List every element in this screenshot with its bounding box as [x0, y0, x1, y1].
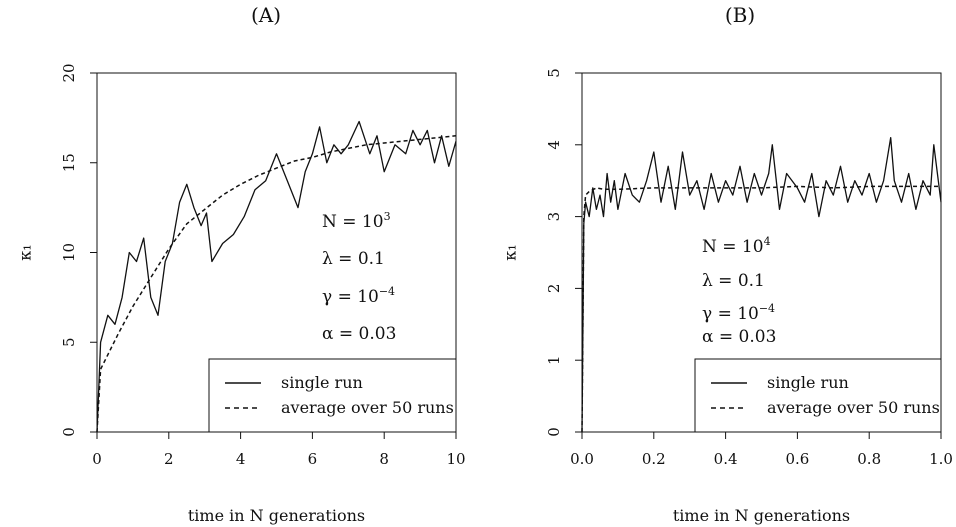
x-tick-label: 1.0: [929, 450, 953, 468]
series-line-average: [96, 135, 457, 433]
chart-title: (A): [251, 3, 281, 27]
chart-panel-a: (A) 0 2 4 6 8 10 0 5 10 15 20 time in N generations κ…: [16, 3, 466, 525]
x-tick-label: 10: [446, 450, 465, 468]
y-tick-label: 2: [545, 284, 563, 294]
series-line-average: [581, 185, 941, 433]
parameter-annotation: γ = 10−4: [322, 285, 395, 307]
chart-title: (B): [725, 3, 755, 27]
annotation-base: α = 0.03: [702, 327, 776, 347]
annotation-base: N = 10: [702, 237, 764, 257]
y-tick-label: 5: [545, 68, 563, 78]
x-tick-label: 6: [308, 450, 318, 468]
annotation-base: λ = 0.1: [702, 271, 765, 291]
annotation-base: γ = 10: [322, 287, 379, 307]
legend: single run average over 50 runs: [694, 358, 942, 433]
x-axis-label: time in N generations: [673, 506, 850, 525]
legend-entry: single run: [281, 373, 363, 392]
y-tick-label: 10: [60, 243, 78, 262]
legend-entry: single run: [767, 373, 849, 392]
x-tick-label: 0.6: [785, 450, 809, 468]
x-tick-label: 0.8: [857, 450, 881, 468]
y-axis-label: κ₁: [501, 244, 520, 260]
y-tick-label: 15: [60, 153, 78, 172]
parameter-annotation: γ = 10−4: [702, 302, 775, 324]
annotation-base: γ = 10: [702, 304, 759, 324]
annotation-superscript: −4: [759, 302, 775, 315]
x-tick-label: 8: [379, 450, 389, 468]
legend: single run average over 50 runs: [208, 358, 457, 433]
y-axis-label: κ₁: [16, 244, 35, 260]
parameter-annotation: N = 104: [702, 235, 771, 257]
y-tick-label: 3: [545, 212, 563, 222]
annotation-base: λ = 0.1: [322, 249, 385, 269]
x-tick-label: 0.4: [714, 450, 738, 468]
y-tick-label: 1: [545, 355, 563, 365]
legend-box: [208, 358, 457, 433]
parameter-annotation: α = 0.03: [702, 327, 776, 347]
annotation-base: α = 0.03: [322, 324, 396, 344]
x-axis-label: time in N generations: [188, 506, 365, 525]
x-tick-label: 4: [236, 450, 246, 468]
annotation-base: N = 10: [322, 212, 384, 232]
annotation-superscript: 3: [384, 210, 391, 223]
y-tick-label: 5: [60, 337, 78, 347]
parameter-annotation: N = 103: [322, 210, 391, 232]
parameter-annotation: λ = 0.1: [322, 249, 385, 269]
series-line-single-run: [581, 136, 942, 433]
x-tick-label: 2: [164, 450, 174, 468]
annotation-superscript: −4: [379, 285, 395, 298]
legend-box: [694, 358, 942, 433]
chart-panel-b: (B) 0.0 0.2 0.4 0.6 0.8 1.0 0 1 2 3 4 5 time in N gen…: [501, 3, 953, 525]
x-tick-label: 0.2: [642, 450, 666, 468]
y-tick-label: 0: [60, 427, 78, 437]
parameter-annotation: λ = 0.1: [702, 271, 765, 291]
series-line-single-run: [96, 120, 457, 433]
x-tick-label: 0.0: [570, 450, 594, 468]
y-tick-label: 0: [545, 427, 563, 437]
y-tick-label: 20: [60, 63, 78, 82]
parameter-annotation: α = 0.03: [322, 324, 396, 344]
y-tick-label: 4: [545, 140, 563, 150]
legend-entry: average over 50 runs: [281, 398, 454, 417]
legend-entry: average over 50 runs: [767, 398, 940, 417]
annotation-superscript: 4: [764, 235, 771, 248]
x-tick-label: 0: [92, 450, 102, 468]
